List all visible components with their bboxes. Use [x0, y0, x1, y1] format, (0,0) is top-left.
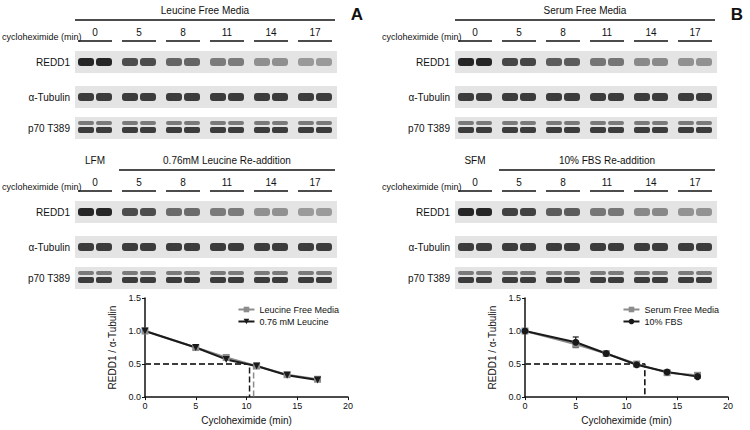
svg-text:p70 T389: p70 T389	[28, 123, 71, 134]
svg-text:5: 5	[136, 27, 142, 38]
svg-text:A: A	[351, 5, 363, 24]
svg-text:1.5: 1.5	[508, 293, 521, 303]
svg-text:11: 11	[602, 177, 613, 188]
svg-text:cycloheximide (min): cycloheximide (min)	[2, 182, 82, 192]
svg-text:REDD1: REDD1	[36, 207, 70, 218]
svg-text:REDD1 / α-Tubulin: REDD1 / α-Tubulin	[107, 306, 118, 390]
svg-text:0: 0	[92, 177, 98, 188]
svg-text:Cycloheximide (min): Cycloheximide (min)	[201, 415, 292, 426]
svg-text:14: 14	[645, 27, 657, 38]
svg-text:5: 5	[516, 177, 522, 188]
svg-text:p70 T389: p70 T389	[408, 273, 451, 284]
svg-text:1.0: 1.0	[128, 326, 141, 336]
svg-text:14: 14	[265, 177, 277, 188]
svg-text:0.76mM Leucine Re-addition: 0.76mM Leucine Re-addition	[163, 155, 291, 166]
svg-text:0: 0	[142, 401, 147, 411]
svg-text:10: 10	[241, 401, 251, 411]
svg-text:5: 5	[516, 27, 522, 38]
svg-text:17: 17	[689, 177, 701, 188]
svg-text:17: 17	[689, 27, 701, 38]
svg-text:10% FBS Re-addition: 10% FBS Re-addition	[559, 155, 655, 166]
svg-text:α-Tubulin: α-Tubulin	[28, 92, 70, 103]
svg-text:17: 17	[309, 27, 321, 38]
svg-text:α-Tubulin: α-Tubulin	[408, 242, 450, 253]
svg-text:REDD1: REDD1	[416, 207, 450, 218]
svg-text:Serum Free Media: Serum Free Media	[644, 305, 719, 315]
svg-text:Cycloheximide (min): Cycloheximide (min)	[581, 415, 672, 426]
svg-text:5: 5	[193, 401, 198, 411]
svg-text:1.5: 1.5	[128, 293, 141, 303]
svg-text:p70 T389: p70 T389	[28, 273, 71, 284]
svg-text:11: 11	[222, 27, 233, 38]
svg-text:20: 20	[343, 401, 353, 411]
svg-text:cycloheximide (min): cycloheximide (min)	[382, 182, 462, 192]
svg-text:REDD1: REDD1	[416, 57, 450, 68]
svg-text:8: 8	[560, 177, 566, 188]
svg-text:p70 T389: p70 T389	[408, 123, 451, 134]
svg-text:1.0: 1.0	[508, 326, 521, 336]
svg-text:0.0: 0.0	[128, 392, 141, 402]
svg-text:15: 15	[292, 401, 302, 411]
svg-text:Serum Free Media: Serum Free Media	[544, 5, 627, 16]
svg-text:0.0: 0.0	[508, 392, 521, 402]
svg-text:0.76 mM Leucine: 0.76 mM Leucine	[259, 317, 328, 327]
svg-text:cycloheximide (min): cycloheximide (min)	[382, 32, 462, 42]
svg-text:α-Tubulin: α-Tubulin	[28, 242, 70, 253]
svg-text:REDD1 / α-Tubulin: REDD1 / α-Tubulin	[487, 306, 498, 390]
svg-text:20: 20	[723, 401, 733, 411]
svg-text:0: 0	[472, 177, 478, 188]
svg-text:0.5: 0.5	[508, 359, 521, 369]
svg-text:5: 5	[573, 401, 578, 411]
svg-text:11: 11	[602, 27, 613, 38]
svg-text:α-Tubulin: α-Tubulin	[408, 92, 450, 103]
svg-text:REDD1: REDD1	[36, 57, 70, 68]
svg-text:11: 11	[222, 177, 233, 188]
svg-text:17: 17	[309, 177, 321, 188]
svg-text:15: 15	[672, 401, 682, 411]
svg-text:14: 14	[645, 177, 657, 188]
svg-text:0: 0	[92, 27, 98, 38]
svg-text:8: 8	[560, 27, 566, 38]
svg-text:cycloheximide (min): cycloheximide (min)	[2, 32, 82, 42]
svg-text:B: B	[731, 5, 743, 24]
svg-text:8: 8	[180, 27, 186, 38]
svg-text:0: 0	[522, 401, 527, 411]
svg-text:Leucine Free Media: Leucine Free Media	[161, 5, 250, 16]
svg-text:8: 8	[180, 177, 186, 188]
svg-text:10% FBS: 10% FBS	[644, 317, 682, 327]
svg-text:0: 0	[472, 27, 478, 38]
svg-text:14: 14	[265, 27, 277, 38]
svg-text:10: 10	[621, 401, 631, 411]
svg-text:SFM: SFM	[464, 155, 485, 166]
svg-text:5: 5	[136, 177, 142, 188]
svg-text:0.5: 0.5	[128, 359, 141, 369]
svg-text:LFM: LFM	[85, 155, 105, 166]
svg-text:Leucine Free Media: Leucine Free Media	[259, 305, 339, 315]
